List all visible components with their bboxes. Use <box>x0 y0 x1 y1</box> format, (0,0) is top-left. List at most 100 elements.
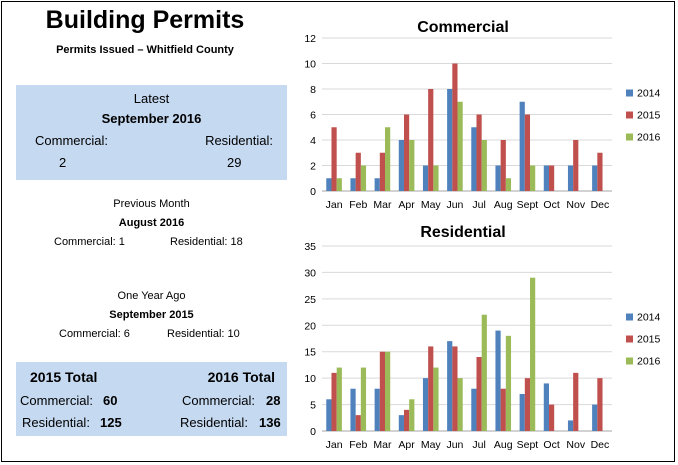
bar-2016-aug <box>505 178 512 191</box>
x-tick-label: Feb <box>349 199 367 211</box>
y-tick-label: 5 <box>310 400 316 412</box>
bar-2016-feb <box>360 165 367 191</box>
legend-label-2016: 2016 <box>637 356 661 368</box>
x-tick-label: Mar <box>373 199 392 211</box>
bar-2016-may <box>433 165 439 191</box>
totals-2015-commercial-value: 60 <box>103 393 118 408</box>
x-tick-label: Dec <box>591 439 610 451</box>
page-title: Building Permits <box>45 6 245 34</box>
bar-2016-jul <box>481 140 487 191</box>
totals-panel: 2015 Total 2016 Total Commercial: 60 Res… <box>16 362 287 436</box>
bar-2016-sept <box>530 277 536 431</box>
totals-2015-residential-label: Residential: <box>22 415 90 430</box>
latest-heading: Latest <box>133 91 170 106</box>
bar-2015-sept <box>524 378 531 431</box>
x-tick-label: Jan <box>326 199 343 211</box>
bar-2015-nov <box>573 140 579 191</box>
bar-2014-jun <box>447 89 453 191</box>
bar-2016-mar <box>385 127 391 191</box>
bar-2015-jul <box>476 357 482 431</box>
bar-2015-jul <box>476 114 482 191</box>
bar-2015-jan <box>331 127 337 191</box>
bar-2015-sept <box>524 114 531 191</box>
one-year-ago-period: September 2015 <box>109 309 194 321</box>
y-tick-label: 0 <box>310 426 316 438</box>
bar-2014-aug <box>495 330 501 431</box>
bar-2015-nov <box>573 372 579 431</box>
bar-2015-mar <box>379 152 386 191</box>
bar-2014-oct <box>543 165 549 191</box>
bar-2016-jun <box>457 101 463 191</box>
x-tick-label: Nov <box>566 199 585 211</box>
x-tick-label: Jun <box>446 439 463 451</box>
legend-label-2014: 2014 <box>637 312 661 324</box>
totals-2016-residential-value: 136 <box>259 415 281 430</box>
bar-2014-jan <box>326 399 332 431</box>
bar-2016-feb <box>360 367 367 431</box>
bar-2015-aug <box>500 388 506 431</box>
bar-2015-dec <box>597 152 603 191</box>
x-tick-label: Jan <box>326 439 343 451</box>
y-tick-label: 25 <box>304 294 316 306</box>
y-tick-label: 20 <box>304 320 316 332</box>
x-tick-label: Jul <box>472 439 485 451</box>
y-tick-label: 4 <box>310 135 316 147</box>
bar-2014-sept <box>519 394 525 431</box>
bar-2014-aug <box>495 165 501 191</box>
totals-2016-commercial-label: Commercial: <box>182 393 255 408</box>
x-tick-label: Mar <box>373 439 392 451</box>
bar-2014-jul <box>471 127 477 191</box>
one-year-ago-heading: One Year Ago <box>117 290 186 302</box>
y-tick-label: 15 <box>304 347 316 359</box>
legend-label-2015: 2015 <box>637 334 661 346</box>
legend-swatch-2015 <box>626 111 633 119</box>
bar-2015-may <box>428 346 434 431</box>
y-tick-label: 6 <box>310 110 316 122</box>
previous-month-residential: Residential: 18 <box>170 236 243 248</box>
bar-2014-jun <box>447 341 453 431</box>
x-tick-label: Feb <box>349 439 367 451</box>
bar-2015-oct <box>548 404 555 431</box>
x-tick-label: May <box>421 199 442 211</box>
bar-2015-may <box>428 89 434 191</box>
chart-title: Residential <box>420 224 505 241</box>
bar-2014-jan <box>326 178 332 191</box>
y-tick-label: 30 <box>304 267 316 279</box>
latest-residential-label: Residential: <box>205 133 273 148</box>
previous-month-heading: Previous Month <box>113 198 190 210</box>
bar-2014-nov <box>567 420 574 431</box>
x-tick-label: Aug <box>494 439 513 451</box>
x-tick-label: Jul <box>472 199 485 211</box>
y-tick-label: 2 <box>310 161 316 173</box>
commercial-chart: Commercial 0 2 4 6 8 10 12 Jan Feb Mar Apr May Jun Jul… <box>304 19 661 211</box>
chart-title: Commercial <box>417 19 509 36</box>
bar-2014-may <box>422 378 429 431</box>
legend-label-2015: 2015 <box>637 110 661 122</box>
totals-2015-heading: 2015 Total <box>30 369 98 385</box>
bar-2014-nov <box>567 165 574 191</box>
residential-chart: Residential 0 5 10 15 20 25 30 35 Jan Feb Mar Apr May… <box>304 224 661 451</box>
latest-period: September 2016 <box>101 111 202 126</box>
x-tick-label: Oct <box>543 199 559 211</box>
latest-panel: Latest September 2016 Commercial: Reside… <box>16 85 287 180</box>
one-year-ago-residential: Residential: 10 <box>167 328 240 340</box>
bar-2016-apr <box>409 140 415 191</box>
totals-2015-commercial-label: Commercial: <box>20 393 93 408</box>
bar-2015-apr <box>403 114 410 191</box>
bar-2016-sept <box>530 165 536 191</box>
y-tick-label: 35 <box>304 241 316 253</box>
x-tick-label: Oct <box>543 439 559 451</box>
bar-2014-dec <box>592 165 598 191</box>
totals-2016-commercial-value: 28 <box>266 393 281 408</box>
bar-2014-feb <box>350 388 356 431</box>
bar-2015-mar <box>379 351 386 431</box>
bar-2016-apr <box>409 399 415 431</box>
bar-2015-dec <box>597 378 603 431</box>
bar-2016-mar <box>385 351 391 431</box>
totals-2016-heading: 2016 Total <box>207 369 275 385</box>
latest-residential-value: 29 <box>227 155 242 170</box>
page-subtitle: Permits Issued – Whitfield County <box>56 44 234 56</box>
legend-label-2016: 2016 <box>637 132 661 144</box>
bar-2015-jun <box>452 63 458 191</box>
bar-2016-jun <box>457 378 463 431</box>
